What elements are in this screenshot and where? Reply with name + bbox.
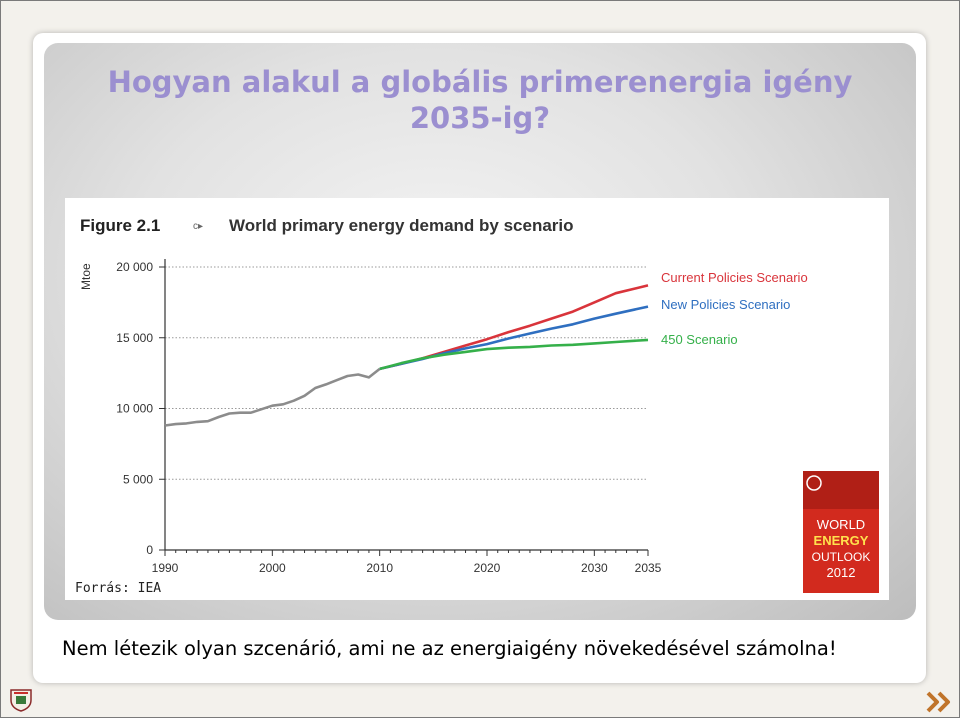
book-cover-line2: ENERGY bbox=[814, 533, 869, 548]
x-tick-label: 2020 bbox=[474, 561, 501, 575]
legend-item: 450 Scenario bbox=[661, 332, 738, 347]
double-chevron-right-icon[interactable] bbox=[924, 690, 954, 714]
legend-item: Current Policies Scenario bbox=[661, 270, 808, 285]
series-line bbox=[164, 367, 381, 427]
figure-link-icon: c▸ bbox=[193, 221, 203, 232]
book-cover-image: WORLD ENERGY OUTLOOK 2012 bbox=[803, 471, 879, 593]
series-line bbox=[379, 338, 649, 371]
iea-logo-icon bbox=[806, 475, 822, 491]
crest-icon bbox=[10, 689, 32, 712]
chart-svg: Figure 2.1 c▸ World primary energy deman… bbox=[79, 216, 808, 575]
y-axis-label: Mtoe bbox=[79, 263, 93, 290]
x-tick-label: 2030 bbox=[581, 561, 608, 575]
chart-figure: Figure 2.1 c▸ World primary energy deman… bbox=[65, 198, 889, 600]
chart-title: World primary energy demand by scenario bbox=[229, 216, 574, 235]
legend-item: New Policies Scenario bbox=[661, 297, 790, 312]
chart-header: Figure 2.1 c▸ World primary energy deman… bbox=[80, 216, 574, 235]
grid bbox=[165, 266, 648, 480]
slide-caption: Nem létezik olyan szcenárió, ami ne az e… bbox=[62, 637, 837, 660]
figure-label: Figure 2.1 bbox=[80, 216, 160, 235]
source-label: Forrás: IEA bbox=[75, 581, 162, 596]
y-tick-label: 15 000 bbox=[116, 331, 153, 345]
y-tick-label: 0 bbox=[146, 543, 153, 557]
x-tick-labels: 1990 2000 2010 2020 2030 2035 bbox=[152, 561, 662, 575]
book-cover-line4: 2012 bbox=[827, 565, 856, 580]
legend: Current Policies Scenario New Policies Sc… bbox=[661, 270, 808, 347]
x-tick-label: 2010 bbox=[366, 561, 393, 575]
series-line bbox=[379, 284, 649, 371]
y-tick-label: 10 000 bbox=[116, 402, 153, 416]
x-tick-label: 1990 bbox=[152, 561, 179, 575]
x-tick-label: 2035 bbox=[635, 561, 662, 575]
book-cover-line3: OUTLOOK bbox=[812, 550, 871, 564]
slide-title-line1: Hogyan alakul a globális primerenergia i… bbox=[107, 65, 853, 99]
y-tick-labels: 0 5 000 10 000 15 000 20 000 bbox=[116, 260, 153, 557]
slide-title: Hogyan alakul a globális primerenergia i… bbox=[44, 64, 916, 136]
y-tick-label: 5 000 bbox=[123, 472, 153, 486]
x-tick-label: 2000 bbox=[259, 561, 286, 575]
y-tick-label: 20 000 bbox=[116, 260, 153, 274]
book-cover-line1: WORLD bbox=[817, 517, 865, 532]
axes bbox=[159, 259, 649, 556]
slide-title-line2: 2035-ig? bbox=[409, 101, 551, 135]
series-lines bbox=[164, 284, 649, 427]
